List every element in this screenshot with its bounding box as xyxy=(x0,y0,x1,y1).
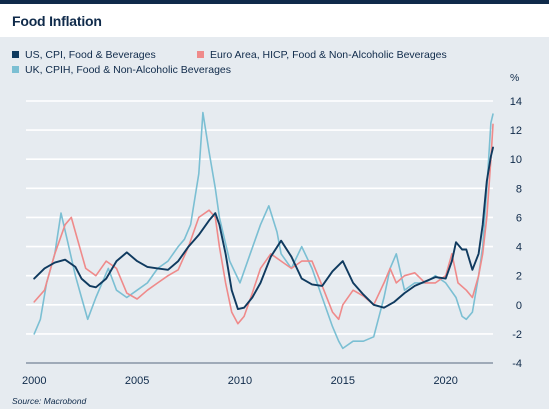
uk-cpih-line xyxy=(33,111,494,350)
x-tick-label-2020: 2020 xyxy=(433,375,457,387)
x-tick-label-2015: 2015 xyxy=(331,375,355,387)
legend-item-euro-area: Euro Area, HICP, Food & Non-Alcoholic Be… xyxy=(197,49,447,61)
legend-label-us: US, CPI, Food & Beverages xyxy=(25,49,156,61)
legend-item-us: US, CPI, Food & Beverages xyxy=(12,49,156,61)
y-tick-label--2: -2 xyxy=(512,329,522,341)
legend-swatch-uk xyxy=(12,66,19,73)
x-tick-label-2000: 2000 xyxy=(22,375,46,387)
y-tick-label-14: 14 xyxy=(510,96,522,108)
y-tick-label-8: 8 xyxy=(516,183,522,195)
y-tick-label-12: 12 xyxy=(510,125,522,137)
source-note: Source: Macrobond xyxy=(12,396,87,406)
legend-label-uk: UK, CPIH, Food & Non-Alcoholic Beverages xyxy=(25,64,232,76)
y-tick-label-0: 0 xyxy=(516,300,522,312)
us-cpi-line xyxy=(33,146,494,311)
euro-area-hicp-line xyxy=(33,123,494,325)
y-tick-label-10: 10 xyxy=(510,154,522,166)
y-axis-unit: % xyxy=(510,72,520,84)
y-tick-label-2: 2 xyxy=(516,271,522,283)
legend-swatch-us xyxy=(12,51,19,58)
y-tick-label--4: -4 xyxy=(512,358,522,370)
bottom-strip xyxy=(0,409,549,419)
chart-title: Food Inflation xyxy=(12,13,102,29)
y-tick-label-6: 6 xyxy=(516,212,522,224)
top-accent-bar xyxy=(0,0,549,4)
x-tick-label-2005: 2005 xyxy=(125,375,149,387)
legend-label-euro-area: Euro Area, HICP, Food & Non-Alcoholic Be… xyxy=(210,49,447,61)
legend-item-uk: UK, CPIH, Food & Non-Alcoholic Beverages xyxy=(12,64,231,76)
x-tick-label-2010: 2010 xyxy=(228,375,252,387)
y-tick-label-4: 4 xyxy=(516,242,522,254)
legend-swatch-euro-area xyxy=(197,51,204,58)
